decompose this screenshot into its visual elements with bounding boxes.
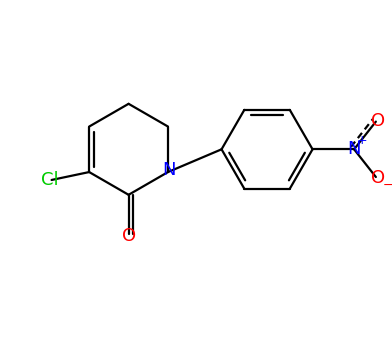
Text: N: N	[347, 140, 361, 158]
Text: O: O	[371, 169, 385, 187]
Text: −: −	[383, 179, 392, 193]
Text: N: N	[162, 161, 176, 179]
Text: +: +	[357, 134, 367, 147]
Text: O: O	[122, 227, 136, 245]
Text: Cl: Cl	[41, 171, 58, 189]
Text: O: O	[371, 112, 385, 130]
